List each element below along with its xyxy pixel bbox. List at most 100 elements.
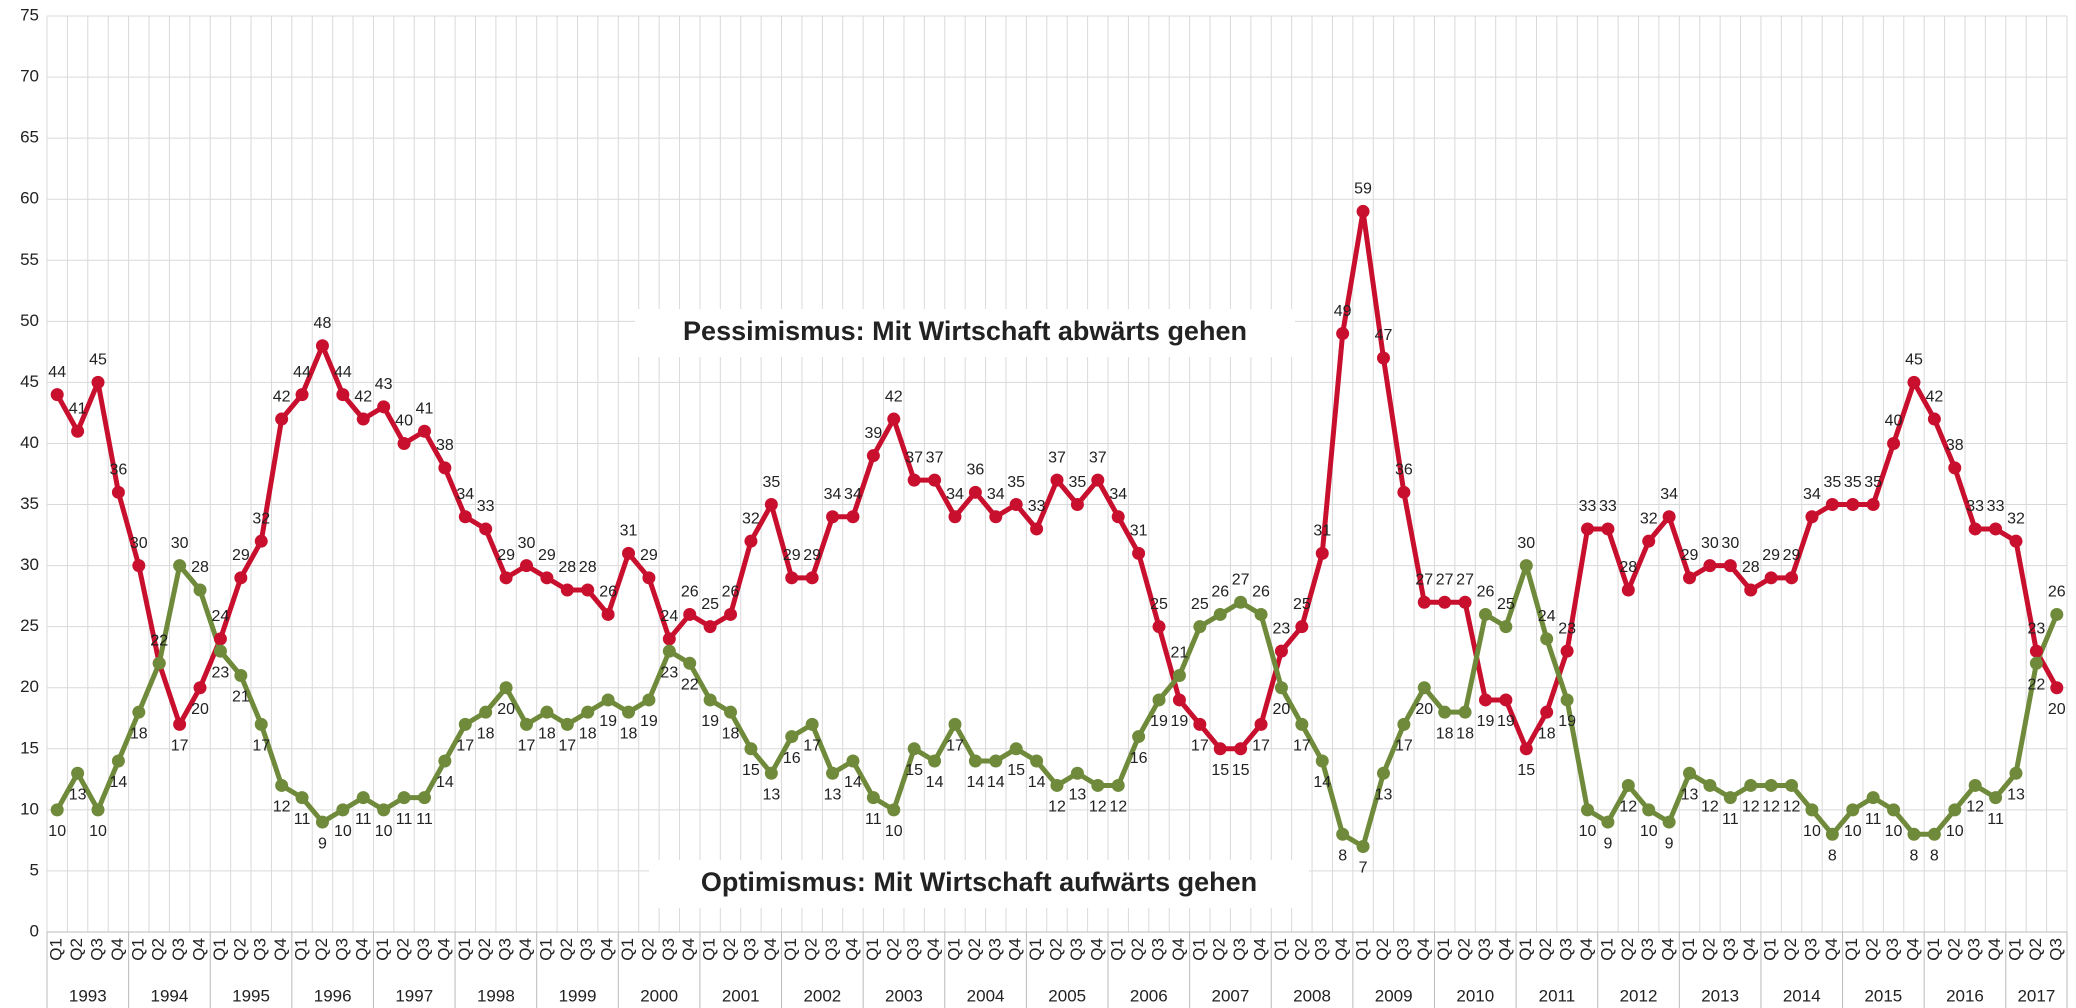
data-label: 17 [803,738,821,755]
x-tick-label: Q4 [271,938,290,961]
data-label: 9 [1665,835,1674,852]
data-point [1723,559,1737,573]
data-point [1621,583,1635,597]
data-point [1907,375,1921,389]
x-tick-label: Q2 [2026,938,2045,961]
data-point [1989,522,2003,536]
data-label: 13 [69,786,87,803]
data-point [662,644,676,658]
data-label: 23 [660,664,678,681]
x-tick-label: Q1 [536,938,555,961]
x-tick-label: Q1 [1108,938,1127,961]
data-point [1703,778,1717,792]
data-point [1968,778,1982,792]
data-point [519,559,533,573]
x-tick-label: Q2 [1373,938,1392,961]
data-label: 29 [803,547,821,564]
data-point [479,522,493,536]
data-label: 17 [456,738,474,755]
data-point [1336,827,1350,841]
data-label: 16 [783,750,801,767]
data-label: 40 [395,413,413,430]
data-label: 10 [1885,823,1903,840]
data-label: 42 [885,388,903,405]
data-point [1091,778,1105,792]
x-tick-label: Q2 [1618,938,1637,961]
data-point [336,803,350,817]
data-label: 11 [1722,811,1739,828]
legend-label: Optimismus: Mit Wirtschaft aufwärts gehe… [701,867,1257,897]
data-label: 44 [293,364,311,381]
x-tick-label: Q4 [1985,938,2004,961]
data-label: 29 [497,547,515,564]
data-point [152,656,166,670]
x-tick-label: Q1 [210,938,229,961]
data-point [173,559,187,573]
data-label: 13 [1069,786,1087,803]
x-tick-label: Q2 [720,938,739,961]
data-point [213,644,227,658]
year-label: 2001 [722,986,760,1005]
data-point [295,791,309,805]
x-tick-label: Q3 [1149,938,1168,961]
year-label: 2004 [967,986,1005,1005]
x-tick-label: Q3 [822,938,841,961]
x-tick-label: Q1 [292,938,311,961]
data-point [111,485,125,499]
x-tick-label: Q2 [312,938,331,961]
data-label: 10 [1844,823,1862,840]
data-point [1785,778,1799,792]
data-label: 12 [1742,799,1760,816]
x-tick-label: Q4 [353,938,372,961]
data-label: 14 [987,774,1005,791]
x-tick-label: Q4 [1087,938,1106,961]
data-label: 14 [1313,774,1331,791]
data-point [438,754,452,768]
x-tick-label: Q1 [2005,938,2024,961]
data-point [1907,827,1921,841]
data-point [1540,632,1554,646]
x-tick-label: Q2 [1699,938,1718,961]
data-point [50,803,64,817]
data-point [1315,546,1329,560]
data-label: 18 [1456,725,1474,742]
data-point [234,571,248,585]
data-label: 11 [1865,811,1882,828]
data-point [1581,803,1595,817]
x-tick-label: Q4 [1332,938,1351,961]
data-point [907,473,921,487]
data-label: 30 [518,535,536,552]
data-label: 20 [1273,701,1291,718]
data-label: 15 [1517,762,1535,779]
x-tick-label: Q3 [1230,938,1249,961]
x-tick-label: Q1 [1271,938,1290,961]
x-tick-label: Q4 [1659,938,1678,961]
data-point [683,607,697,621]
data-point [1662,510,1676,524]
x-tick-label: Q2 [638,938,657,961]
x-tick-label: Q4 [1495,938,1514,961]
data-point [1315,754,1329,768]
data-point [1887,436,1901,450]
y-tick-label: 30 [20,555,39,574]
data-label: 49 [1334,303,1352,320]
data-label: 39 [864,425,882,442]
data-point [1846,803,1860,817]
data-label: 41 [416,400,434,417]
data-point [989,754,1003,768]
data-label: 12 [1762,799,1780,816]
data-label: 42 [1925,388,1943,405]
data-point [642,693,656,707]
x-tick-label: Q3 [985,938,1004,961]
data-point [275,412,289,426]
x-tick-label: Q4 [1006,938,1025,961]
data-point [1805,510,1819,524]
data-label: 26 [1477,584,1495,601]
x-tick-label: Q1 [1679,938,1698,961]
year-label: 2002 [803,986,841,1005]
y-tick-label: 45 [20,372,39,391]
data-point [601,607,615,621]
year-label: 1997 [395,986,433,1005]
x-tick-label: Q3 [251,938,270,961]
data-point [1213,742,1227,756]
